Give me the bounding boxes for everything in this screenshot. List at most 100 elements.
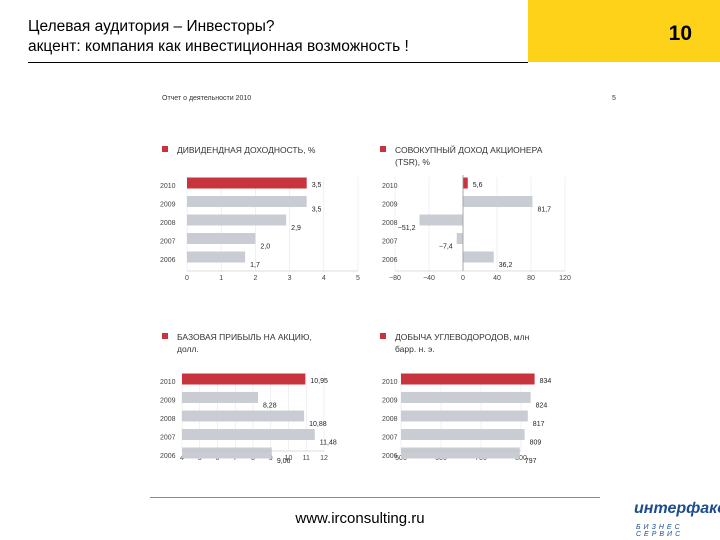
x-tick-label: 40: [493, 275, 501, 282]
chart-title: барр. н. э.: [395, 344, 435, 354]
x-tick-label: −80: [389, 275, 401, 282]
data-label: 817: [533, 421, 545, 428]
slide-title: Целевая аудитория – Инвесторы? акцент: к…: [28, 17, 528, 57]
bar: [182, 392, 258, 403]
logo-sub-text: БИЗНЕС СЕРВИС: [636, 524, 684, 538]
data-label: 3,5: [312, 207, 322, 214]
x-tick-label: 2: [253, 275, 257, 282]
chart-title: долл.: [177, 344, 199, 354]
x-tick-label: 0: [461, 275, 465, 282]
data-label: 5,6: [473, 182, 483, 189]
category-label: 2010: [160, 379, 176, 386]
x-tick-label: 11: [303, 455, 310, 462]
footer-url[interactable]: www.irconsulting.ru: [295, 510, 425, 527]
bar: [463, 251, 494, 263]
bar: [401, 447, 520, 459]
chart-title-marker: [162, 146, 168, 152]
category-label: 2010: [382, 379, 398, 386]
category-label: 2007: [382, 435, 398, 442]
bar: [187, 177, 307, 189]
interfax-logo: интерфакс БИЗНЕС СЕРВИС: [630, 500, 720, 540]
chart-title-marker: [380, 333, 386, 339]
category-label: 2008: [382, 220, 398, 227]
bar: [187, 196, 307, 207]
data-label: 8,28: [263, 403, 277, 410]
x-tick-label: 0: [185, 275, 189, 282]
bar: [182, 373, 306, 385]
category-label: 2006: [160, 453, 176, 460]
chart-title: ДОБЫЧА УГЛЕВОДОРОДОВ, млн: [395, 332, 530, 342]
report-page: 5: [612, 95, 616, 102]
bar: [401, 429, 525, 440]
category-label: 2009: [160, 202, 176, 209]
category-label: 2010: [160, 183, 176, 190]
slide-title-line1: Целевая аудитория – Инвесторы?: [28, 18, 275, 35]
chart-title-marker: [380, 146, 386, 152]
data-label: 36,2: [499, 262, 513, 269]
bar: [401, 373, 535, 385]
category-label: 2007: [160, 435, 176, 442]
category-label: 2009: [382, 202, 398, 209]
category-label: 2009: [160, 398, 176, 405]
x-tick-label: −40: [423, 275, 435, 282]
chart-title: СОВОКУПНЫЙ ДОХОД АКЦИОНЕРА: [395, 144, 543, 155]
bar: [182, 447, 272, 459]
data-label: 834: [540, 378, 552, 385]
x-tick-label: 4: [322, 275, 326, 282]
category-label: 2009: [382, 398, 398, 405]
category-label: 2007: [382, 239, 398, 246]
title-divider: [28, 62, 528, 63]
bar: [463, 196, 533, 207]
x-tick-label: 12: [320, 455, 328, 462]
bar: [401, 392, 531, 403]
data-label: 81,7: [537, 207, 551, 214]
data-label: 809: [530, 440, 542, 447]
chart-title-marker: [162, 333, 168, 339]
page-number-box: [528, 0, 720, 62]
data-label: −7,4: [439, 244, 453, 251]
page-number: 10: [668, 22, 692, 45]
bar: [401, 410, 528, 422]
chart-title: (TSR), %: [395, 157, 430, 167]
category-label: 2006: [382, 257, 398, 264]
bar: [463, 177, 468, 189]
bar: [187, 214, 287, 226]
data-label: 10,88: [309, 421, 327, 428]
bar: [456, 233, 463, 244]
bar: [182, 429, 315, 440]
chart-title: БАЗОВАЯ ПРИБЫЛЬ НА АКЦИЮ,: [177, 332, 312, 342]
x-tick-label: 80: [527, 275, 535, 282]
bar: [419, 214, 463, 226]
category-label: 2008: [160, 416, 176, 423]
category-label: 2006: [160, 257, 176, 264]
category-label: 2008: [160, 220, 176, 227]
data-label: 10,95: [310, 378, 328, 385]
data-label: 11,48: [320, 440, 337, 447]
chart-dividend: ДИВИДЕНДНАЯ ДОХОДНОСТЬ, % 0 1 2 3 4 5 2010 3,5 20…: [160, 145, 360, 282]
bar: [187, 251, 246, 263]
data-label: 2,9: [291, 225, 301, 232]
slide-title-line2: акцент: компания как инвестиционная возм…: [28, 38, 409, 55]
category-label: 2006: [382, 453, 398, 460]
bar: [187, 233, 256, 244]
x-tick-label: 120: [559, 275, 571, 282]
report-label: Отчет о деятельности 2010: [162, 95, 251, 102]
chart-tsr: СОВОКУПНЫЙ ДОХОД АКЦИОНЕРА (TSR), % −80 −40…: [380, 144, 571, 282]
data-label: 1,7: [250, 262, 260, 269]
data-label: 3,5: [312, 182, 322, 189]
x-tick-label: 10: [285, 455, 293, 462]
x-tick-label: 5: [356, 275, 360, 282]
logo-main-text: интерфакс: [634, 500, 720, 517]
footer-divider: [150, 497, 600, 498]
data-label: 824: [536, 403, 548, 410]
data-label: −51,2: [398, 225, 416, 232]
category-label: 2008: [382, 416, 398, 423]
data-label: 797: [525, 458, 537, 465]
x-tick-label: 800: [515, 455, 527, 462]
category-label: 2007: [160, 239, 176, 246]
bar: [182, 410, 305, 422]
x-tick-label: 1: [219, 275, 223, 282]
x-tick-label: 3: [288, 275, 292, 282]
